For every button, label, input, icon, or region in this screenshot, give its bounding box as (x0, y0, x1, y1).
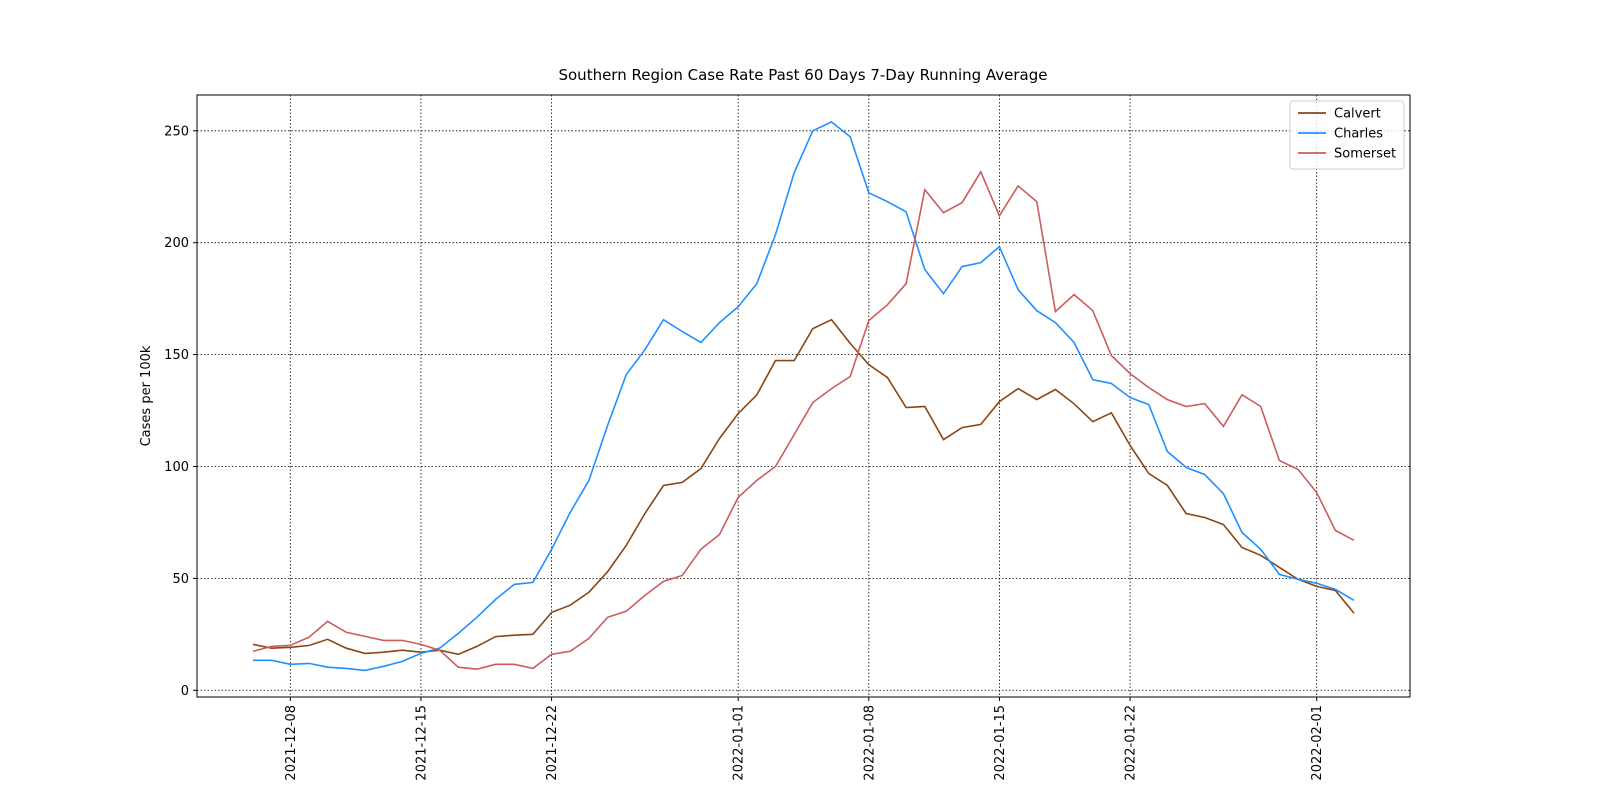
series-line (252, 318, 1355, 656)
legend: Calvert Charles Somerset (1289, 100, 1405, 170)
chart-title: Southern Region Case Rate Past 60 Days 7… (558, 66, 1047, 84)
y-tick-label: 150 (164, 348, 189, 363)
x-tick-label: 2022-02-01 (1310, 705, 1325, 781)
x-tick-label: 2021-12-15 (414, 705, 429, 781)
x-tick-label: 2022-01-01 (732, 705, 747, 781)
x-tick-label: 2022-01-22 (1124, 705, 1139, 781)
legend-label: Calvert (1334, 107, 1381, 122)
y-tick-label: 100 (164, 460, 189, 475)
y-tick-label: 250 (164, 124, 189, 139)
legend-label: Somerset (1334, 147, 1396, 162)
y-tick-label: 0 (181, 684, 189, 699)
axes-frame (196, 94, 1411, 698)
series-line (252, 170, 1355, 671)
legend-label: Charles (1334, 127, 1383, 142)
x-tick-label: 2022-01-15 (993, 705, 1008, 781)
y-tick-label: 50 (172, 572, 189, 587)
y-tick-label: 200 (164, 236, 189, 251)
series-line (253, 120, 1355, 672)
x-tick-label: 2022-01-08 (862, 705, 877, 781)
legend-box (1289, 100, 1405, 170)
x-tick-label: 2021-12-22 (545, 705, 560, 781)
x-tick-label: 2021-12-08 (284, 705, 299, 781)
y-axis-label: Cases per 100k (139, 345, 154, 446)
